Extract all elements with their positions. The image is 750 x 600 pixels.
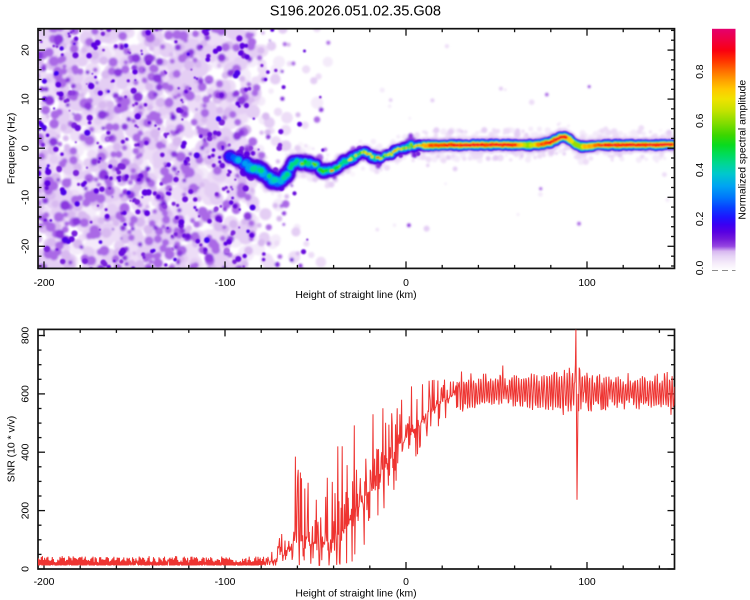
svg-text:0: 0: [403, 577, 409, 588]
svg-text:600: 600: [21, 385, 32, 403]
svg-text:Frequency (Hz): Frequency (Hz): [7, 113, 18, 185]
svg-text:0.8: 0.8: [695, 64, 706, 79]
svg-text:0: 0: [21, 145, 32, 151]
svg-text:S196.2026.051.02.35.G08: S196.2026.051.02.35.G08: [270, 4, 441, 20]
svg-text:-100: -100: [215, 278, 236, 289]
svg-text:Height of straight line (km): Height of straight line (km): [295, 589, 416, 600]
svg-text:800: 800: [21, 327, 32, 345]
svg-text:-20: -20: [21, 239, 32, 254]
svg-text:0.6: 0.6: [695, 113, 706, 128]
svg-text:Height of straight line (km): Height of straight line (km): [295, 290, 416, 301]
svg-text:-200: -200: [34, 577, 55, 588]
svg-text:400: 400: [21, 443, 32, 461]
svg-text:0.0: 0.0: [695, 261, 706, 276]
svg-text:10: 10: [21, 93, 32, 105]
svg-text:0.4: 0.4: [695, 162, 706, 177]
svg-text:0: 0: [21, 566, 32, 572]
svg-text:-100: -100: [215, 577, 236, 588]
svg-text:-10: -10: [21, 190, 32, 205]
svg-text:0.2: 0.2: [695, 211, 706, 226]
svg-text:200: 200: [21, 502, 32, 520]
svg-text:0: 0: [403, 278, 409, 289]
svg-text:100: 100: [578, 577, 596, 588]
svg-text:Normalized spectral amplitude: Normalized spectral amplitude: [738, 80, 749, 220]
svg-text:SNR (10 * v/v): SNR (10 * v/v): [7, 416, 18, 482]
svg-text:100: 100: [578, 278, 596, 289]
svg-text:20: 20: [21, 44, 32, 56]
svg-text:-200: -200: [34, 278, 55, 289]
